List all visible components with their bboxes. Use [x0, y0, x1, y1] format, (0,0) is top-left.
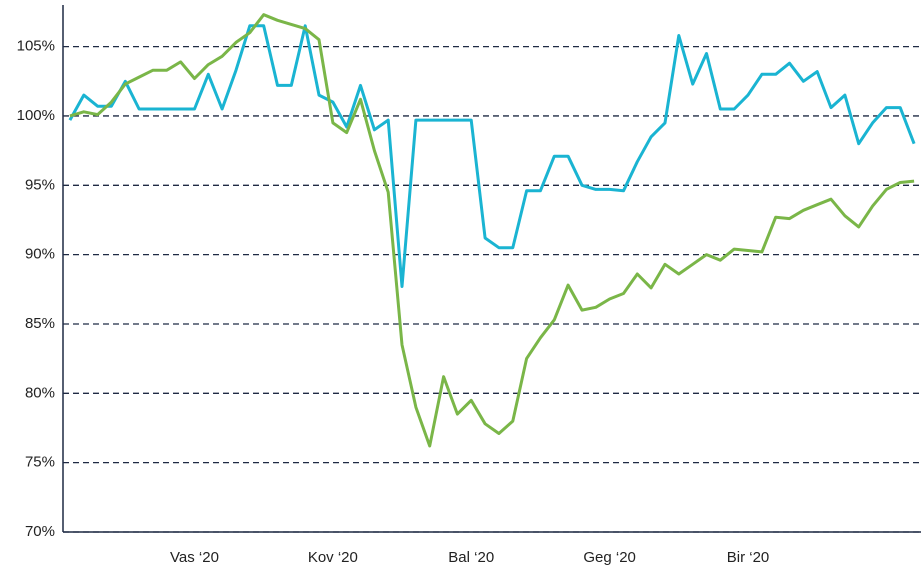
x-tick-label: Geg ‘20 — [583, 549, 636, 566]
y-tick-label: 105% — [17, 38, 55, 55]
x-tick-label: Bal ‘20 — [448, 549, 494, 566]
y-tick-label: 95% — [25, 176, 55, 193]
y-tick-label: 80% — [25, 384, 55, 401]
x-tick-label: Vas ‘20 — [170, 549, 219, 566]
series-line — [69, 13, 915, 448]
y-tick-label: 70% — [25, 523, 55, 540]
y-tick-label: 75% — [25, 454, 55, 471]
y-tick-label: 85% — [25, 315, 55, 332]
y-tick-label: 90% — [25, 246, 55, 263]
y-tick-label: 100% — [17, 107, 55, 124]
x-tick-label: Kov ‘20 — [308, 549, 358, 566]
x-tick-label: Bir ‘20 — [727, 549, 770, 566]
series-line — [68, 24, 916, 288]
